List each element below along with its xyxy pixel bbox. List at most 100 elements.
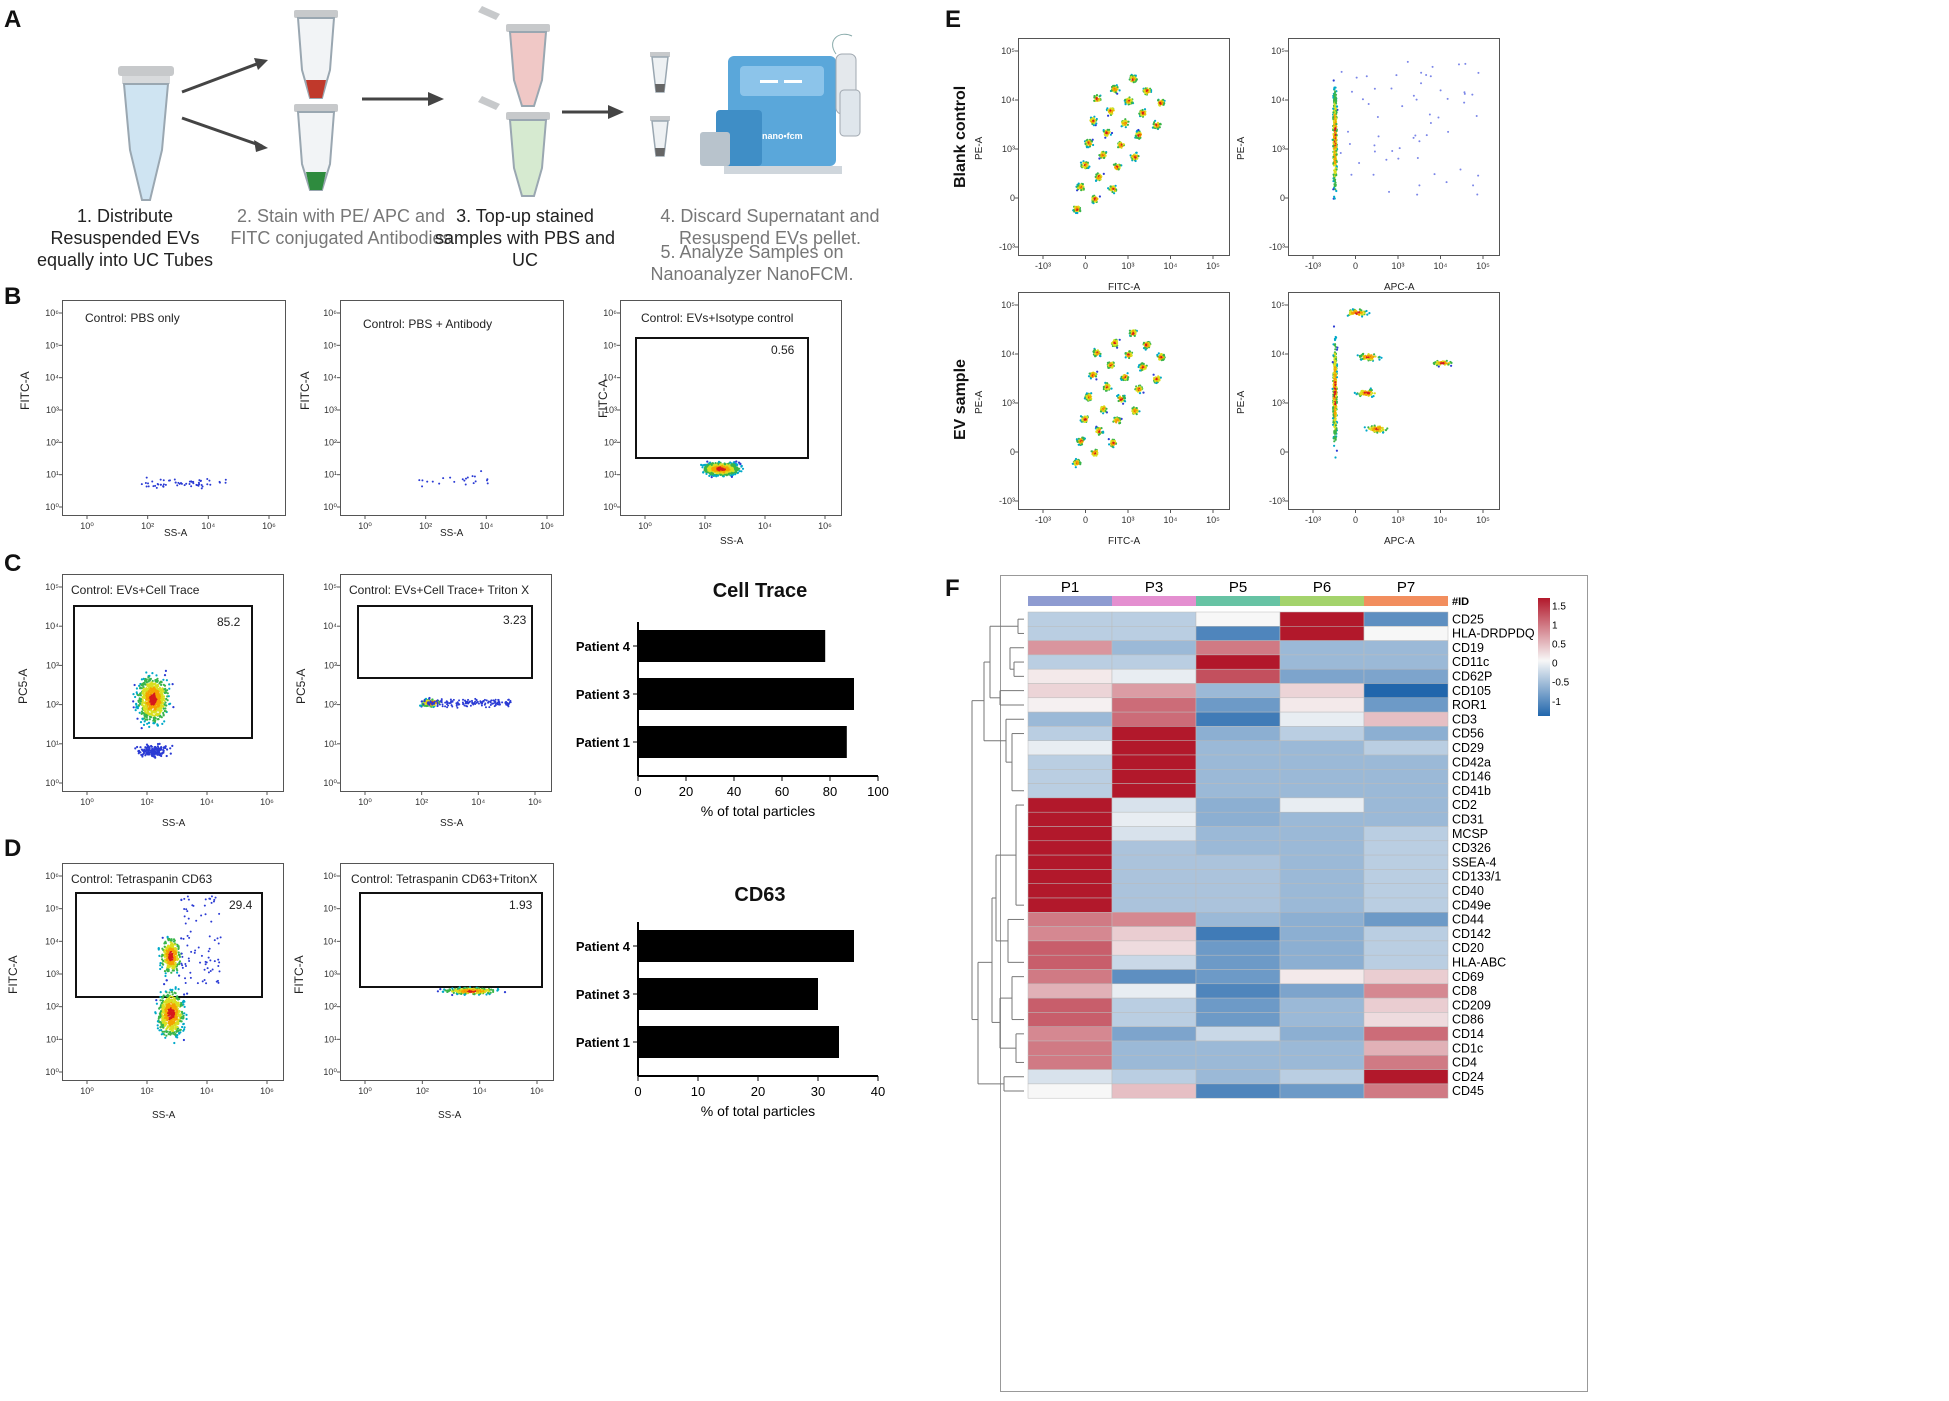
plot-b3-event (723, 463, 727, 466)
plot-e1-event (1132, 154, 1135, 158)
plot-d1-event (169, 1033, 172, 1036)
plot-e1-ytick: 10⁴ (1001, 95, 1015, 105)
plot-c2-event (451, 705, 454, 708)
plot-e1-event (1137, 155, 1140, 158)
plot-c2-event (452, 698, 455, 701)
plot-e1-event (1140, 113, 1143, 116)
plot-e1-event (1086, 165, 1089, 168)
plot-b3-event (730, 475, 733, 478)
panel-b-letter: B (4, 283, 22, 310)
plot-d1-event (181, 955, 184, 958)
plot-e2-event (1333, 94, 1336, 98)
plot-e3-event (1073, 461, 1076, 464)
plot-c1-event (139, 746, 142, 749)
plot-e1-event (1160, 100, 1163, 103)
plot-d1-event (185, 908, 188, 911)
plot-c1-event (162, 678, 165, 681)
plot-c1-event (150, 697, 153, 700)
plot-b2-ylabel: FITC-A (298, 371, 312, 410)
plot-d2-event (448, 988, 451, 991)
plot-d1-event (173, 1005, 176, 1008)
plot-c1-ytick: 10² (46, 700, 59, 710)
plot-d1-event (165, 949, 168, 952)
plot-d2-event (436, 990, 439, 993)
plot-d1-event (169, 1024, 172, 1027)
plot-d1-event (194, 949, 197, 952)
plot-c1-event (139, 702, 142, 705)
plot-d1-event (161, 1017, 164, 1020)
plot-e1-event (1137, 128, 1140, 132)
plot-e1-event (1110, 107, 1113, 110)
cd63-bar (638, 1026, 839, 1058)
plot-b1-event (197, 481, 200, 484)
plot-d1-event (167, 1020, 171, 1023)
plot-e3-event (1078, 461, 1082, 464)
plot-b2-event (464, 483, 467, 486)
plot-c1-event (166, 748, 169, 751)
plot-d1-event (171, 942, 174, 945)
plot-d1-event (168, 1005, 171, 1008)
plot-b1-event (206, 477, 209, 480)
plot-d1-event (175, 1011, 178, 1014)
plot-c1-event (153, 755, 156, 758)
plot-d1-event (160, 1029, 163, 1032)
plot-c1-xlabel: SS-A (162, 818, 186, 829)
plot-e1-event (1153, 121, 1156, 124)
plot-b2-ytick: 10³ (324, 405, 337, 415)
plot-b3-event (727, 473, 730, 476)
plot-b3-event (736, 471, 740, 474)
plot-d1-event (167, 938, 170, 941)
plot-c1-gate (73, 605, 253, 739)
plot-e1-event (1127, 120, 1130, 123)
plot-d1-event (163, 955, 166, 958)
plot-b2-xtick: 10⁰ (358, 521, 372, 531)
plot-d2-event (451, 993, 454, 997)
plot-e1-event (1115, 167, 1118, 170)
plot-c1-event (156, 745, 159, 748)
plot-d1-event (164, 1008, 167, 1011)
plot-e1-event (1082, 161, 1085, 164)
plot-d1-xtick: 10⁰ (80, 1086, 94, 1096)
plot-d1-event (217, 942, 220, 945)
plot-b3-event (737, 461, 741, 464)
plot-c1-event (151, 714, 154, 717)
plot-c1-event (166, 699, 169, 702)
plot-c2-event (467, 698, 470, 701)
plot-e1-ytick: 10⁵ (1001, 46, 1015, 56)
plot-b1-event (176, 484, 179, 487)
plot-b1-title: Control: PBS only (85, 311, 180, 325)
plot-e1-event (1110, 110, 1113, 113)
plot-b3-event (707, 469, 710, 472)
plot-e1-event (1131, 78, 1134, 81)
plot-d1-event (158, 1015, 161, 1018)
plot-d1-event (163, 950, 166, 953)
plot-e2-xtick: 0 (1353, 261, 1358, 271)
plot-b2-xlabel: SS-A (440, 528, 464, 539)
plot-c1-event (142, 677, 145, 680)
plot-c1-event (134, 747, 137, 750)
plot-b1-event (190, 485, 193, 488)
plot-d1-event (184, 922, 187, 925)
plot-d1-event (165, 1030, 168, 1034)
plot-e2-event (1416, 157, 1419, 160)
plot-e3-event (1074, 457, 1078, 461)
plot-b2-event (472, 482, 475, 485)
plot-b2-event (480, 470, 483, 473)
plot-b1-event (145, 476, 148, 479)
plot-e1-event (1092, 117, 1095, 120)
plot-b3-ytick: 10⁵ (603, 340, 617, 350)
plot-d1-event (165, 979, 168, 982)
plot-d1-event (217, 981, 220, 984)
plot-e2-event (1332, 132, 1335, 135)
plot-d1-event (173, 1041, 176, 1045)
plot-c2-event (431, 703, 434, 706)
plot-c2-event (432, 705, 435, 709)
plot-c1-event (145, 679, 148, 683)
plot-b1-event (185, 482, 188, 485)
pbs-topped-tube-icon (478, 6, 550, 107)
plot-b3-gate (635, 337, 809, 459)
plot-d1-event (176, 997, 179, 1000)
plot-d1-event (165, 1034, 168, 1037)
